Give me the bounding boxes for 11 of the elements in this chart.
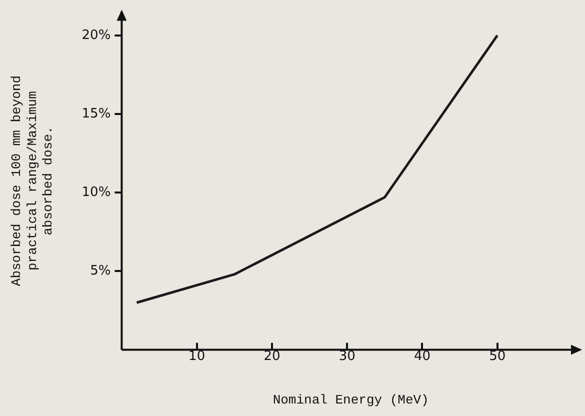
y-tick-label: 20% (82, 28, 111, 43)
x-axis-title: Nominal Energy (MeV) (272, 392, 429, 408)
x-tick-label: 50 (489, 348, 506, 364)
x-tick-label: 40 (414, 348, 430, 364)
y-tick-label: 5% (90, 264, 111, 279)
y-axis-title: Absorbed dose 100 mm beyond practical range/Maximum absorbed dose. (9, 75, 56, 286)
x-tick-label: 10 (188, 348, 206, 364)
x-tick-label: 30 (338, 348, 356, 364)
x-tick-label: 20 (264, 348, 280, 364)
y-tick-label: 15% (82, 106, 111, 122)
y-tick-label: 10% (82, 184, 111, 200)
